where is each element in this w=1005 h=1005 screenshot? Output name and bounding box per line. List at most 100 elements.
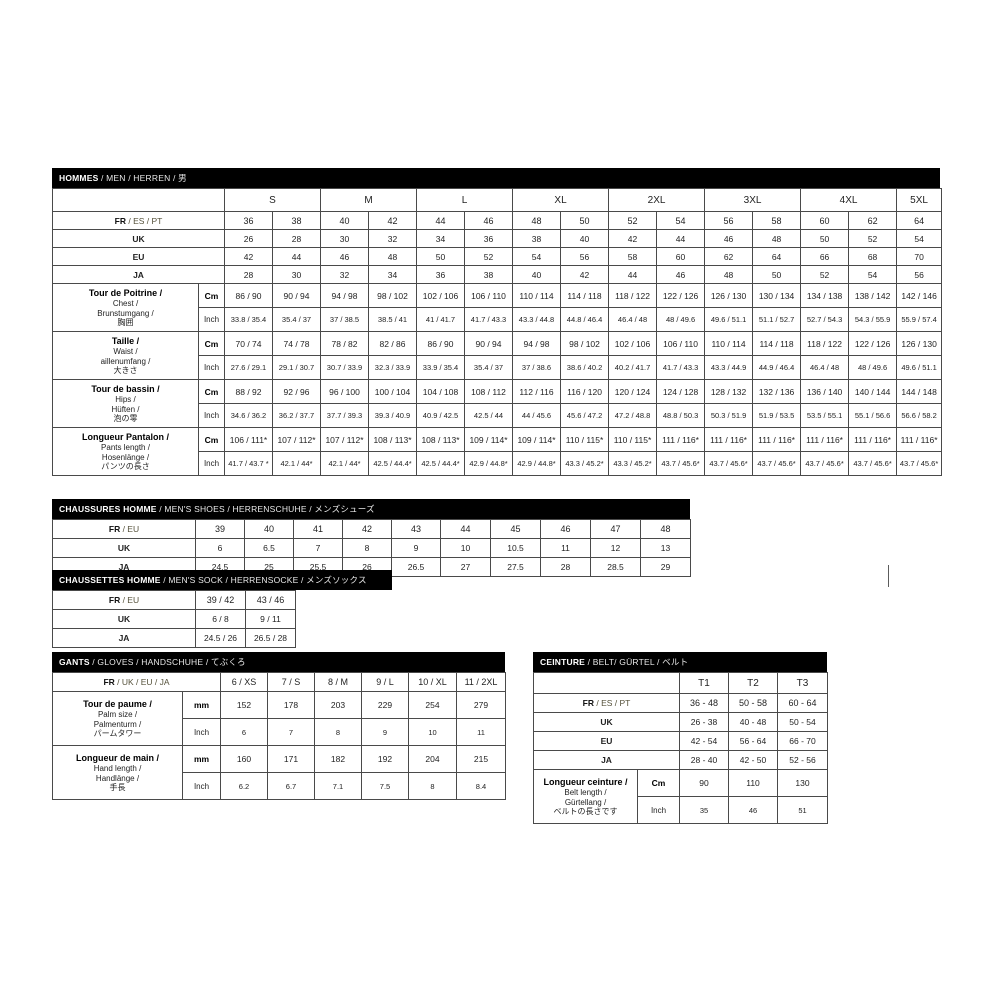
belt-value: 26 - 38 — [679, 712, 729, 732]
measurement-value-inch: 42.5 / 44 — [464, 403, 514, 428]
size-value: 36 — [224, 211, 273, 230]
size-value: 52 — [464, 247, 514, 266]
measurement-value-inch: 55.1 / 56.6 — [848, 403, 898, 428]
measurement-value-cm: 108 / 112 — [464, 379, 514, 404]
belt-value: 50 - 54 — [777, 712, 828, 732]
size-value: 44 — [416, 211, 466, 230]
belt-row-label-eu: EU — [533, 731, 680, 751]
socks-row-label-ja: JA — [52, 628, 196, 648]
unit-cm: Cm — [198, 427, 225, 452]
gloves-value-mm: 254 — [408, 691, 458, 719]
size-value: 46 — [656, 265, 706, 284]
size-value: 52 — [800, 265, 850, 284]
measurement-value-inch: 43.3 / 44.8 — [512, 307, 562, 332]
measurement-value-cm: 111 / 116* — [800, 427, 850, 452]
measurement-value-inch: 50.3 / 51.9 — [704, 403, 754, 428]
belt-value-inch: 51 — [777, 796, 828, 824]
shoes-row-value: 44 — [440, 519, 491, 539]
label-secondary: / EU — [120, 524, 140, 534]
gloves-measurement-row-mm: Tour de paume / Palm size / Palmenturm / パー… — [52, 691, 507, 746]
size-value: 44 — [608, 265, 658, 284]
measurement-row-cm: Tour de bassin / Hips / Hüften / 泡の零 Cm 88 / … — [52, 379, 943, 428]
measurement-value-cm: 108 / 113* — [368, 427, 418, 452]
socks-row-label-uk: UK — [52, 609, 196, 629]
label-primary: FR — [114, 215, 126, 226]
size-row-label-fr: FR / ES / PT — [52, 211, 225, 230]
measurement-value-cm: 106 / 111* — [224, 427, 273, 452]
size-value: 32 — [320, 265, 370, 284]
measurement-value-inch: 46.4 / 48 — [608, 307, 658, 332]
measurement-value-inch: 33.9 / 35.4 — [416, 355, 466, 380]
gloves-value-mm: 160 — [220, 745, 269, 773]
measurement-value-inch: 42.5 / 44.4* — [416, 451, 466, 476]
measurement-value-inch: 56.6 / 58.2 — [896, 403, 943, 428]
size-value: 42 — [224, 247, 273, 266]
gloves-band-subtitle: / GLOVES / HANDSCHUHE / てぶくろ — [89, 657, 246, 667]
belt-header-blank — [533, 672, 680, 694]
shoes-row-uk: UK 6 6.5 7 8 9 10 10.5 11 12 13 — [52, 538, 691, 558]
measurement-name-fr: Longueur ceinture / — [543, 776, 628, 787]
measurement-value-inch: 44 / 45.6 — [512, 403, 562, 428]
size-row-uk: UK 26 28 30 32 34 36 38 40 42 44 46 48 50 52 54 — [52, 229, 943, 248]
measurement-value-inch: 42.9 / 44.8* — [512, 451, 562, 476]
measurement-value-inch: 43.7 / 45.6* — [848, 451, 898, 476]
shoes-row-value: 6 — [195, 538, 245, 558]
belt-value: 40 - 48 — [728, 712, 778, 732]
measurement-value-cm: 104 / 108 — [416, 379, 466, 404]
gloves-value-inch: 6.7 — [267, 772, 316, 800]
gloves-size-10XL: 10 / XL — [408, 672, 458, 692]
measurement-value-inch: 35.4 / 37 — [464, 355, 514, 380]
label-primary: UK — [117, 614, 131, 624]
size-group-5xl: 5XL — [896, 188, 943, 212]
shoes-row-value: 48 — [640, 519, 691, 539]
measurement-value-inch: 40.9 / 42.5 — [416, 403, 466, 428]
measurement-value-inch: 27.6 / 29.1 — [224, 355, 273, 380]
size-value: 56 — [560, 247, 610, 266]
size-value: 34 — [368, 265, 418, 284]
measurement-label: Longueur ceinture / Belt length / Gürtella… — [533, 769, 638, 824]
size-group-blank-cell — [52, 188, 225, 212]
size-value: 64 — [752, 247, 802, 266]
shoes-row-label-uk: UK — [52, 538, 196, 558]
belt-measurement-row-inch: Inch 35 46 51 — [534, 796, 828, 824]
size-value: 50 — [560, 211, 610, 230]
gloves-measurement-row-inch: Inch 6.2 6.7 7.1 7.5 8 8.4 — [53, 772, 507, 800]
belt-value: 36 - 48 — [679, 693, 729, 713]
measurement-value-inch: 52.7 / 54.3 — [800, 307, 850, 332]
measurement-value-cm: 120 / 124 — [608, 379, 658, 404]
size-value: 28 — [271, 229, 322, 248]
measurement-value-inch: 48 / 49.6 — [656, 307, 706, 332]
measurement-value-inch: 43.3 / 44.9 — [704, 355, 754, 380]
mens-band-subtitle: / MEN / HERREN / 男 — [98, 173, 187, 183]
socks-row-value: 26.5 / 28 — [245, 628, 296, 648]
measurement-value-inch: 29.1 / 30.7 — [271, 355, 322, 380]
measurement-value-cm: 114 / 118 — [752, 331, 802, 356]
measurement-value-inch: 30.7 / 33.9 — [320, 355, 370, 380]
size-row-label-ja: JA — [52, 265, 225, 284]
mens-shoes-table: FR / EU 39 40 41 42 43 44 45 46 47 48 UK 6 6.5 7 8 9 10 10… — [52, 519, 691, 577]
measurement-value-cm: 102 / 106 — [608, 331, 658, 356]
size-value: 68 — [848, 247, 898, 266]
measurement-value-cm: 130 / 134 — [752, 283, 802, 308]
size-value: 54 — [896, 229, 943, 248]
shoes-band-subtitle: / MEN'S SHOES / HERRENSCHUHE / メンズシューズ — [156, 504, 375, 514]
measurement-value-cm: 140 / 144 — [848, 379, 898, 404]
measurement-label: Longueur Pantalon / Pants length / Hosenlä… — [52, 427, 199, 476]
measurement-value-inch: 32.3 / 33.9 — [368, 355, 418, 380]
measurement-value-inch: 41.7 / 43.7 * — [224, 451, 273, 476]
measurement-name-fr: Tour de Poitrine / — [88, 287, 163, 298]
belt-value-cm: 110 — [728, 769, 778, 797]
size-value: 40 — [320, 211, 370, 230]
belt-value: 42 - 50 — [728, 750, 778, 770]
measurement-value-cm: 144 / 148 — [896, 379, 943, 404]
gloves-measurement-row-mm: Longueur de main / Hand length / Handlänge… — [52, 745, 507, 800]
size-value: 60 — [800, 211, 850, 230]
belt-value: 56 - 64 — [728, 731, 778, 751]
label-secondary: / ES / PT — [593, 698, 631, 708]
size-value: 50 — [752, 265, 802, 284]
measurement-value-inch: 43.7 / 45.6* — [752, 451, 802, 476]
belt-column-t1: T1 — [679, 672, 729, 694]
belt-unit-cm: Cm — [637, 769, 680, 797]
